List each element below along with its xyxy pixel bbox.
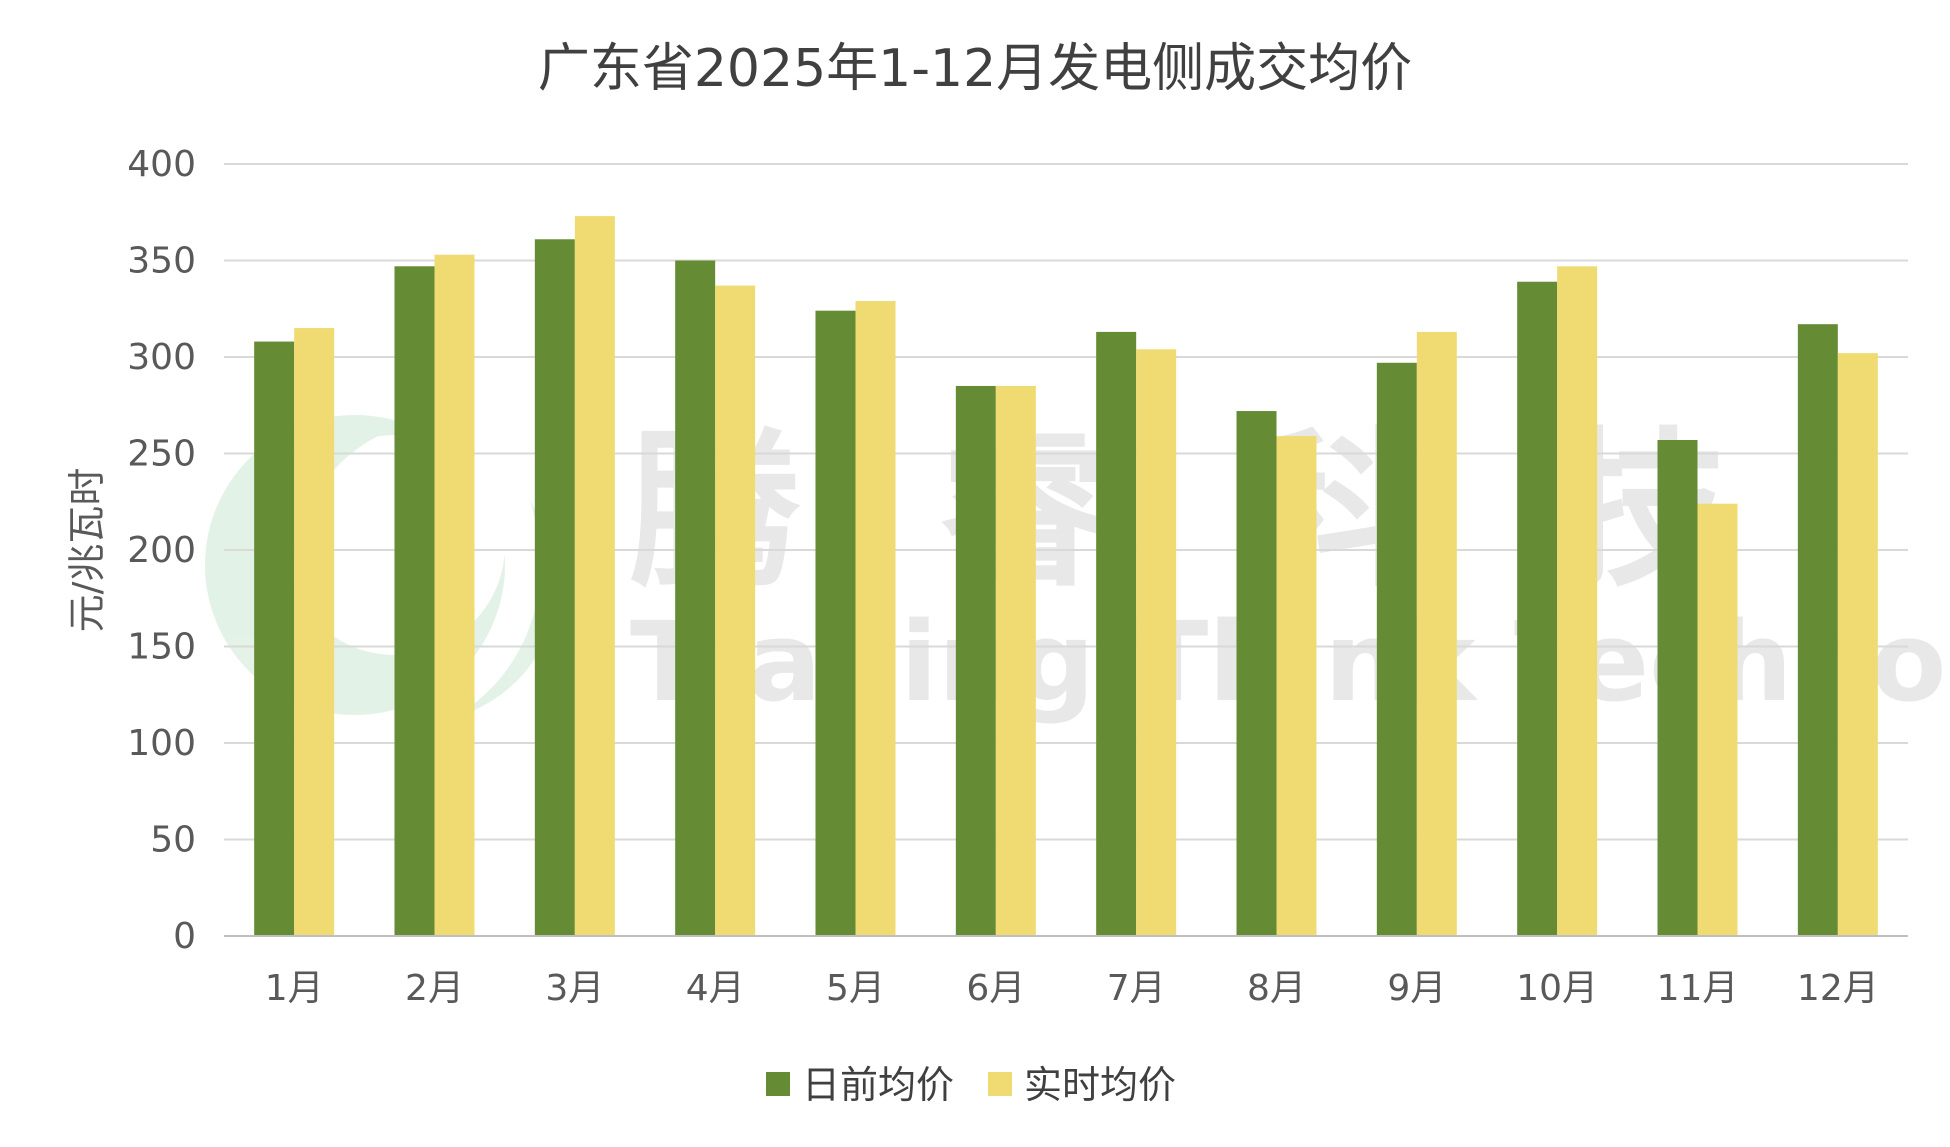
x-tick-label: 8月 [1247,968,1306,1009]
bar-dayahead [1657,439,1698,936]
bar-dayahead [815,310,856,936]
y-tick-label: 0 [173,916,196,957]
y-tick-label: 50 [150,820,196,861]
legend-label: 实时均价 [1024,1063,1176,1107]
bar-dayahead [955,385,996,936]
y-axis-label: 元/兆瓦时 [65,468,109,633]
bar-realtime [1136,349,1177,936]
y-axis-ticks: 0 50 100 150 200 250 300 350 400 [127,144,196,957]
x-tick-label: 1月 [265,968,324,1009]
x-tick-label: 6月 [966,968,1025,1009]
y-tick-label: 400 [127,144,196,185]
y-tick-label: 150 [127,627,196,668]
x-axis-ticks: 1月 2月 3月 4月 5月 6月 7月 8月 9月 10月 11月 12月 [265,968,1879,1009]
legend: 日前均价 实时均价 [766,1063,1176,1107]
x-tick-label: 3月 [545,968,604,1009]
x-tick-label: 9月 [1387,968,1446,1009]
x-tick-label: 4月 [686,968,745,1009]
bar-dayahead [1236,411,1277,936]
y-tick-label: 300 [127,337,196,378]
bar-dayahead [675,260,716,936]
x-tick-label: 7月 [1107,968,1166,1009]
bar-dayahead [1797,324,1838,936]
x-tick-label: 12月 [1797,968,1879,1009]
chart-title: 广东省2025年1-12月发电侧成交均价 [538,39,1412,99]
bar-dayahead [394,266,435,936]
bars [254,216,1878,937]
bar-dayahead [254,341,295,936]
bar-realtime [1837,353,1878,936]
y-tick-label: 350 [127,241,196,282]
bar-realtime [1697,503,1738,936]
bar-realtime [715,285,756,937]
y-tick-label: 250 [127,434,196,475]
bar-dayahead [1517,281,1558,937]
bar-realtime [434,254,475,936]
bar-realtime [1557,266,1598,936]
x-tick-label: 5月 [826,968,885,1009]
x-tick-label: 10月 [1516,968,1598,1009]
bar-dayahead [1376,362,1417,936]
bar-dayahead [534,239,575,936]
bar-realtime [574,216,615,937]
bar-dayahead [1096,331,1137,936]
legend-swatch [766,1072,790,1096]
grid-lines [224,163,1908,841]
bar-realtime [1276,436,1317,936]
bar-realtime [1416,331,1457,936]
y-tick-label: 200 [127,530,196,571]
y-tick-label: 100 [127,723,196,764]
bar-realtime [294,328,335,936]
bar-realtime [855,301,896,936]
legend-label: 日前均价 [802,1063,954,1107]
legend-swatch [988,1072,1012,1096]
x-tick-label: 11月 [1657,968,1739,1009]
x-tick-label: 2月 [405,968,464,1009]
bar-realtime [995,385,1036,936]
